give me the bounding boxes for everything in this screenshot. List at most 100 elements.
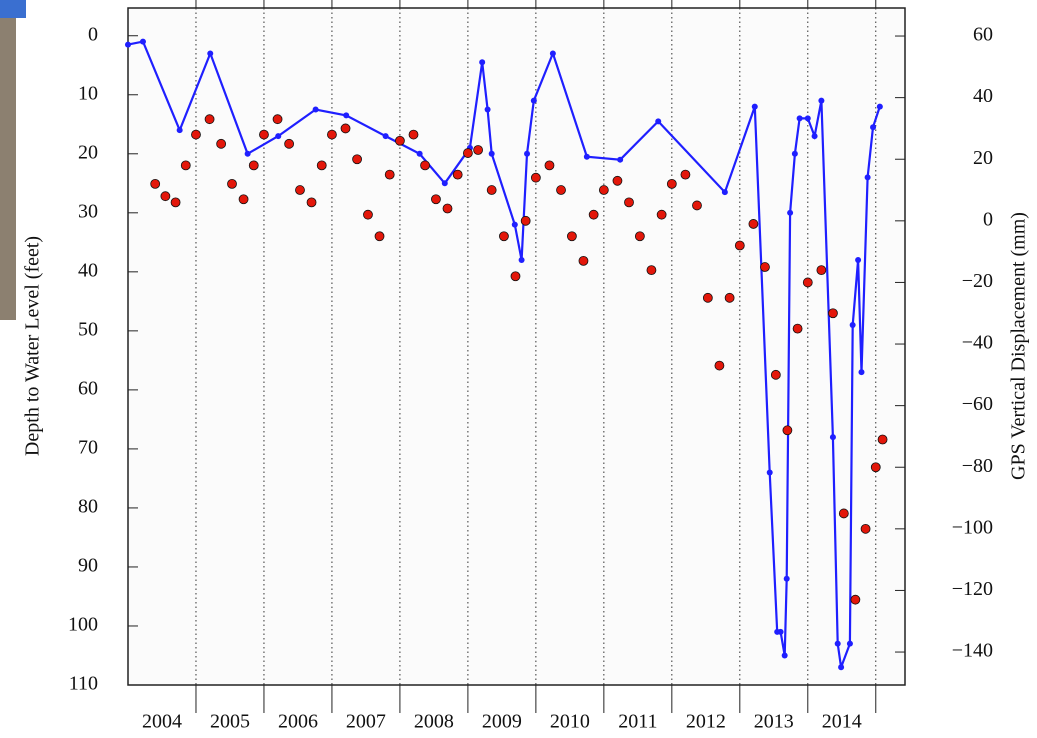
gps-point — [248, 160, 259, 171]
water-level-point — [876, 103, 883, 110]
water-level-point — [524, 150, 531, 157]
gps-point — [295, 185, 305, 195]
gps-point — [760, 262, 770, 272]
gps-point — [160, 191, 171, 202]
y-tick-label: 80 — [78, 496, 98, 518]
gps-point — [692, 200, 702, 211]
gps-point — [802, 277, 813, 288]
x-tick-label: 2010 — [550, 711, 590, 733]
gps-point — [748, 219, 759, 229]
water-level-point — [721, 189, 728, 196]
gps-point — [724, 292, 735, 303]
gps-point — [702, 292, 713, 303]
water-level-point — [829, 434, 836, 441]
plot-area — [127, 7, 906, 686]
water-level-point — [125, 41, 131, 48]
y-tick-label: 60 — [78, 377, 98, 399]
water-level-point — [479, 59, 486, 66]
gps-point — [327, 129, 337, 140]
water-level-point — [549, 50, 556, 57]
gps-point — [473, 145, 483, 155]
gps-point — [544, 160, 555, 171]
y2-tick-label: 40 — [973, 85, 993, 107]
gps-point — [216, 138, 227, 149]
water-level-point — [382, 133, 389, 140]
water-level-point — [244, 150, 251, 157]
x-tick-label: 2012 — [686, 711, 726, 733]
gps-point — [284, 138, 295, 149]
water-level-point — [312, 106, 319, 113]
gps-point — [374, 231, 385, 242]
gps-point — [646, 265, 657, 276]
water-level-point — [488, 150, 495, 157]
gps-point — [877, 434, 888, 445]
x-tick-label: 2004 — [142, 711, 182, 733]
gps-point — [624, 197, 634, 208]
water-level-point — [846, 640, 853, 647]
gps-point — [408, 129, 419, 140]
x-tick-label: 2013 — [754, 711, 794, 733]
gps-point — [420, 160, 430, 171]
water-level-point — [518, 257, 525, 264]
y2-tick-label: 0 — [983, 208, 993, 230]
gps-point — [170, 197, 181, 208]
y2-tick-label: −40 — [962, 332, 993, 354]
gps-point — [598, 185, 609, 195]
water-level-point — [617, 156, 624, 163]
water-level-point — [838, 664, 845, 671]
gps-point — [486, 185, 497, 195]
y2-tick-label: −60 — [962, 393, 993, 415]
water-level-point — [583, 153, 590, 160]
water-level-point — [834, 640, 841, 647]
y2-tick-label: −140 — [952, 640, 993, 662]
gps-point — [180, 160, 191, 171]
water-level-point — [176, 127, 183, 134]
gps-point — [363, 209, 373, 220]
gps-point — [634, 231, 645, 242]
gps-point — [204, 114, 215, 125]
y-tick-label: 40 — [78, 259, 98, 281]
x-tick-label: 2008 — [414, 711, 454, 733]
gps-point — [680, 169, 691, 180]
gps-point — [272, 114, 283, 125]
water-level-point — [781, 652, 788, 659]
y-tick-label: 0 — [88, 23, 98, 45]
gps-point — [462, 148, 473, 158]
y-axis-label: Depth to Water Level (feet) — [22, 236, 44, 456]
gps-point — [870, 462, 881, 473]
y2-tick-label: −20 — [962, 270, 993, 292]
gps-point — [556, 185, 566, 195]
water-level-line — [127, 40, 881, 668]
y-tick-label: 50 — [78, 318, 98, 340]
water-level-point — [207, 50, 214, 57]
x-tick-label: 2011 — [618, 711, 657, 733]
gps-point — [578, 255, 589, 266]
water-level-point — [870, 124, 877, 131]
water-level-point — [441, 180, 448, 187]
water-level-point — [804, 115, 811, 122]
gps-point — [782, 425, 793, 436]
x-tick-label: 2005 — [210, 711, 250, 733]
water-level-point — [811, 133, 818, 140]
background-corner — [0, 0, 26, 18]
gps-point — [734, 240, 745, 251]
gps-point — [384, 169, 395, 180]
gps-point — [520, 215, 531, 226]
y-tick-label: 30 — [78, 200, 98, 222]
gps-point — [816, 265, 827, 276]
y-tick-label: 70 — [78, 436, 98, 458]
water-level-point — [511, 221, 518, 228]
water-level-point — [655, 118, 662, 125]
y2-tick-label: 60 — [973, 24, 993, 46]
x-tick-label: 2007 — [346, 711, 386, 733]
water-level-point — [777, 628, 784, 635]
gps-point — [567, 231, 577, 242]
gps-point — [656, 209, 667, 220]
gps-point — [714, 360, 725, 371]
y-tick-label: 100 — [68, 614, 98, 636]
water-level-point — [787, 209, 794, 216]
x-tick-label: 2009 — [482, 711, 522, 733]
gps-point — [259, 129, 269, 140]
gps-point — [306, 197, 317, 208]
